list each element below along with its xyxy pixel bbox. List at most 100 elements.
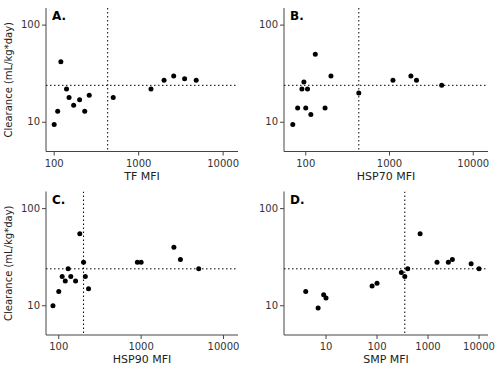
reference-hline xyxy=(284,268,488,269)
scatter-point xyxy=(316,305,321,310)
scatter-point xyxy=(328,73,333,78)
scatter-point xyxy=(68,274,73,279)
scatter-point xyxy=(477,266,482,271)
x-tick-label: 1000 xyxy=(126,158,151,169)
scatter-point xyxy=(313,52,318,57)
y-axis-line xyxy=(284,8,285,152)
scatter-point xyxy=(182,76,187,81)
scatter-point xyxy=(178,257,183,262)
y-axis-line xyxy=(284,192,285,336)
reference-hline xyxy=(46,85,238,86)
plot-area xyxy=(284,192,488,336)
panel: 1010010100100010000SMP MFID. xyxy=(259,192,495,367)
y-tick xyxy=(42,25,46,26)
plot-area xyxy=(46,192,238,336)
x-tick xyxy=(54,152,55,156)
scatter-point xyxy=(67,95,72,100)
x-tick xyxy=(223,152,224,156)
x-tick-label: 100 xyxy=(45,158,64,169)
reference-vline xyxy=(358,8,359,152)
y-tick xyxy=(280,122,284,123)
scatter-point xyxy=(290,122,295,127)
scatter-point xyxy=(375,281,380,286)
x-tick-label: 10000 xyxy=(208,341,240,352)
scatter-point xyxy=(63,278,68,283)
x-tick xyxy=(473,152,474,156)
x-tick xyxy=(389,152,390,156)
x-tick xyxy=(58,335,59,339)
scatter-point xyxy=(194,78,199,83)
scatter-point xyxy=(58,59,63,64)
x-axis-line xyxy=(46,335,238,336)
scatter-point xyxy=(390,78,395,83)
x-axis-line xyxy=(284,335,488,336)
scatter-point xyxy=(356,91,361,96)
x-tick-label: 100 xyxy=(367,341,386,352)
x-tick-label: 100 xyxy=(296,158,315,169)
scatter-point xyxy=(64,86,69,91)
scatter-point xyxy=(370,283,375,288)
x-axis-label: TF MFI xyxy=(123,170,160,183)
scatter-point xyxy=(405,266,410,271)
y-tick-label: 100 xyxy=(21,203,40,214)
x-tick-label: 100 xyxy=(49,341,68,352)
scatter-point xyxy=(83,274,88,279)
y-tick xyxy=(42,208,46,209)
scatter-point xyxy=(402,274,407,279)
x-tick-label: 10000 xyxy=(457,158,489,169)
panel-label: C. xyxy=(52,193,65,207)
reference-hline xyxy=(284,85,488,86)
scatter-point xyxy=(450,257,455,262)
x-tick-label: 1000 xyxy=(377,158,402,169)
x-tick xyxy=(377,335,378,339)
scatter-point xyxy=(148,86,153,91)
x-axis-line xyxy=(284,151,488,152)
scatter-point xyxy=(301,79,306,84)
scatter-point xyxy=(196,266,201,271)
x-axis-label: HSP90 MFI xyxy=(113,353,171,366)
x-tick xyxy=(326,335,327,339)
x-tick xyxy=(479,335,480,339)
reference-hline xyxy=(46,268,238,269)
scatter-point xyxy=(446,260,451,265)
panel-label: A. xyxy=(52,9,66,23)
scatter-point xyxy=(111,95,116,100)
scatter-point xyxy=(418,231,423,236)
panel: 10100100100010000HSP90 MFIClearance (mL/… xyxy=(3,192,239,367)
scatter-point xyxy=(81,260,86,265)
scatter-point xyxy=(162,78,167,83)
scatter-point xyxy=(50,303,55,308)
scatter-point xyxy=(303,106,308,111)
scatter-point xyxy=(73,278,78,283)
y-tick xyxy=(280,25,284,26)
reference-vline xyxy=(107,8,108,152)
x-tick-label: 10000 xyxy=(207,158,239,169)
reference-vline xyxy=(404,192,405,336)
x-tick xyxy=(141,335,142,339)
scatter-point xyxy=(303,289,308,294)
scatter-point xyxy=(171,73,176,78)
y-axis-line xyxy=(46,8,47,152)
x-axis-label: HSP70 MFI xyxy=(357,170,415,183)
scatter-point xyxy=(323,106,328,111)
scatter-point xyxy=(60,274,65,279)
y-tick-label: 10 xyxy=(27,116,40,127)
scatter-point xyxy=(435,260,440,265)
scatter-point xyxy=(305,86,310,91)
y-axis-line xyxy=(46,192,47,336)
scatter-point xyxy=(56,289,61,294)
y-tick-label: 100 xyxy=(259,203,278,214)
scatter-point xyxy=(439,83,444,88)
x-axis-label: SMP MFI xyxy=(363,353,409,366)
scatter-point xyxy=(299,86,304,91)
y-tick-label: 10 xyxy=(27,300,40,311)
panel-label: D. xyxy=(290,193,305,207)
x-tick-label: 10 xyxy=(320,341,333,352)
scatter-point xyxy=(66,266,71,271)
y-axis-label: Clearance (mL/kg*day) xyxy=(3,205,14,321)
x-axis-line xyxy=(46,151,238,152)
scatter-point xyxy=(55,109,60,114)
scatter-point xyxy=(469,261,474,266)
x-tick-label: 1000 xyxy=(415,341,440,352)
x-tick xyxy=(138,152,139,156)
